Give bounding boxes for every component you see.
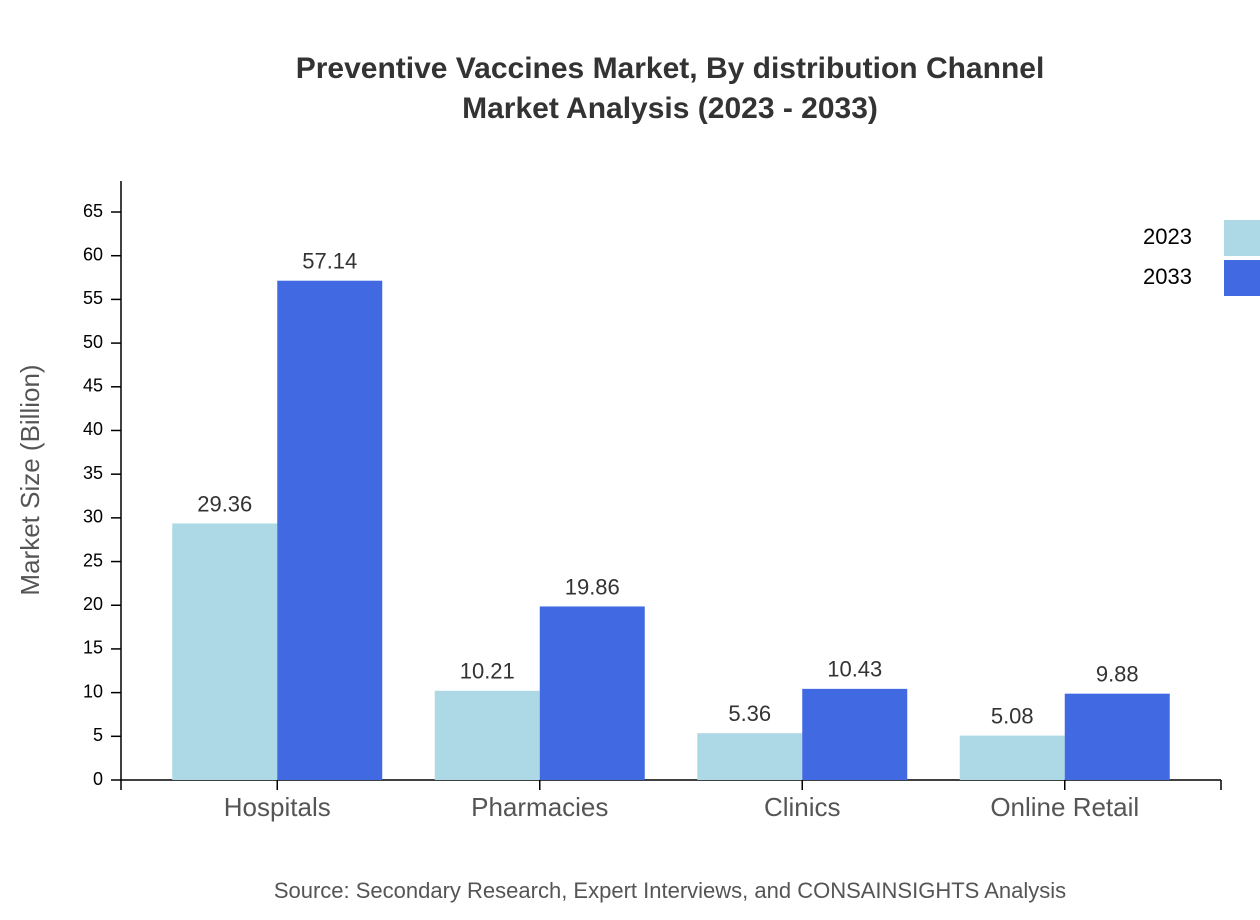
value-label: 57.14: [302, 249, 357, 274]
bar: [802, 688, 908, 780]
value-label: 19.86: [565, 574, 620, 599]
y-tick-label: 65: [83, 201, 103, 221]
legend-label: 2023: [1143, 224, 1192, 249]
y-tick-label: 35: [83, 463, 103, 483]
y-tick-label: 30: [83, 507, 103, 527]
value-label: 29.36: [197, 491, 252, 516]
value-label: 5.36: [728, 701, 771, 726]
chart-title: Preventive Vaccines Market, By distribut…: [296, 52, 1045, 85]
bar: [539, 606, 645, 780]
chart-title: Market Analysis (2023 - 2033): [462, 92, 878, 125]
value-label: 9.88: [1096, 661, 1139, 686]
bar: [959, 735, 1065, 780]
value-label: 10.21: [460, 659, 515, 684]
y-tick-label: 5: [93, 725, 103, 745]
bar: [1064, 693, 1170, 780]
bar: [172, 523, 278, 780]
y-tick-label: 55: [83, 288, 103, 308]
y-tick-label: 40: [83, 419, 103, 439]
x-tick-label: Online Retail: [990, 792, 1139, 822]
bar: [697, 733, 803, 780]
y-tick-label: 60: [83, 244, 103, 264]
x-tick-label: Pharmacies: [471, 792, 608, 822]
value-label: 5.08: [991, 703, 1034, 728]
bar: [277, 280, 383, 780]
value-label: 10.43: [827, 657, 882, 682]
y-tick-label: 10: [83, 681, 103, 701]
legend-swatch: [1224, 260, 1260, 296]
x-tick-label: Clinics: [764, 792, 841, 822]
x-tick-label: Hospitals: [224, 792, 331, 822]
y-tick-label: 15: [83, 638, 103, 658]
y-axis-label: Market Size (Billion): [15, 364, 45, 595]
y-tick-label: 0: [93, 769, 103, 789]
y-tick-label: 50: [83, 332, 103, 352]
y-tick-label: 45: [83, 376, 103, 396]
y-tick-label: 25: [83, 550, 103, 570]
source-note: Source: Secondary Research, Expert Inter…: [274, 878, 1066, 903]
legend-swatch: [1224, 220, 1260, 256]
y-tick-label: 20: [83, 594, 103, 614]
legend-label: 2033: [1143, 264, 1192, 289]
bar: [434, 690, 540, 780]
